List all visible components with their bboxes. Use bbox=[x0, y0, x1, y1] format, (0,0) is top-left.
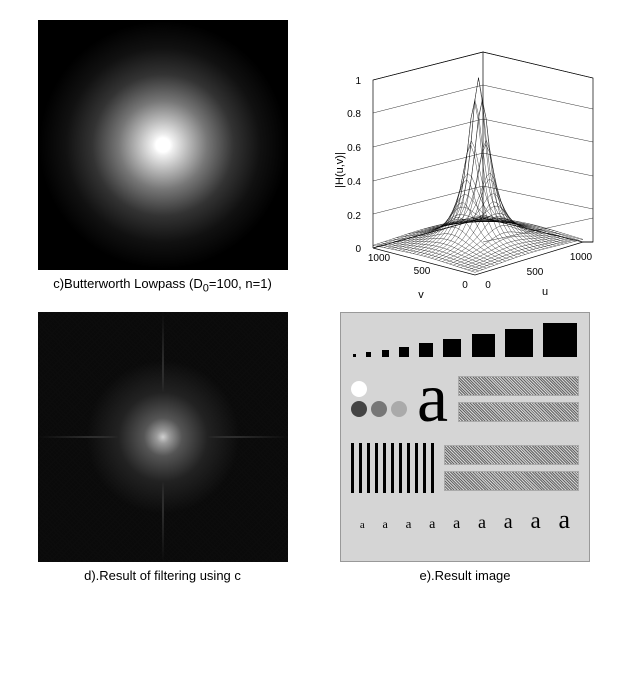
test-pattern-image: a aaaaaaaaa bbox=[340, 312, 590, 562]
small-letter: a bbox=[383, 517, 388, 532]
caption-c-prefix: c)Butterworth Lowpass (D bbox=[53, 276, 203, 291]
ztick-1: 0.2 bbox=[347, 211, 361, 222]
noise-strips-bottom bbox=[444, 445, 579, 491]
middle-row: a bbox=[351, 367, 579, 431]
small-letter: a bbox=[406, 516, 412, 532]
dot bbox=[351, 381, 367, 397]
fft-spectrum-image bbox=[38, 312, 288, 562]
square bbox=[353, 354, 356, 357]
vtick-2: 1000 bbox=[368, 253, 391, 264]
panel-c-caption: c)Butterworth Lowpass (D0=100, n=1) bbox=[53, 276, 272, 295]
filter-center-glow bbox=[38, 20, 288, 270]
surface-plot-3d: 0 0.2 0.4 0.6 0.8 1 bbox=[325, 20, 605, 300]
panel-d-caption: d).Result of filtering using c bbox=[84, 568, 241, 583]
v-tick-labels: 0 500 1000 bbox=[368, 253, 468, 291]
square bbox=[443, 339, 461, 357]
square bbox=[382, 350, 389, 357]
small-letter: a bbox=[360, 519, 365, 531]
noise-strip bbox=[444, 445, 579, 465]
bar bbox=[415, 443, 418, 493]
bar bbox=[431, 443, 434, 493]
square bbox=[472, 334, 495, 357]
dot bbox=[371, 401, 387, 417]
small-letter: a bbox=[429, 517, 435, 533]
butterworth-2d-image bbox=[38, 20, 288, 270]
panel-3d-surface: 0 0.2 0.4 0.6 0.8 1 bbox=[325, 20, 605, 300]
small-letter: a bbox=[530, 508, 540, 534]
utick-1: 500 bbox=[527, 267, 544, 278]
bars-row bbox=[351, 441, 579, 495]
panel-e-caption: e).Result image bbox=[419, 568, 510, 583]
small-letter: a bbox=[504, 511, 513, 534]
bar bbox=[375, 443, 378, 493]
u-tick-labels: 0 500 1000 bbox=[485, 252, 592, 291]
utick-2: 1000 bbox=[570, 252, 593, 263]
bar bbox=[367, 443, 370, 493]
square bbox=[543, 323, 577, 357]
dot bbox=[351, 401, 367, 417]
dots-grid bbox=[351, 381, 407, 417]
small-letters-row: aaaaaaaaa bbox=[351, 505, 579, 535]
small-letter: a bbox=[478, 512, 486, 533]
ztick-5: 1 bbox=[355, 76, 361, 87]
square bbox=[399, 347, 409, 357]
bar bbox=[423, 443, 426, 493]
vtick-0: 0 bbox=[462, 280, 468, 291]
ztick-2: 0.4 bbox=[347, 177, 361, 188]
squares-row bbox=[351, 323, 579, 357]
square bbox=[505, 329, 533, 357]
spectrum-dc-glow bbox=[73, 347, 253, 527]
bar bbox=[351, 443, 354, 493]
z-axis-label: |H(u,v)| bbox=[334, 152, 346, 188]
panel-c-butterworth-filter: c)Butterworth Lowpass (D0=100, n=1) bbox=[30, 20, 295, 300]
ztick-4: 0.8 bbox=[347, 109, 361, 120]
ztick-0: 0 bbox=[355, 244, 361, 255]
large-letter-a: a bbox=[417, 371, 448, 427]
bar bbox=[407, 443, 410, 493]
square bbox=[419, 343, 433, 357]
surface-mesh bbox=[373, 78, 583, 273]
z-tick-labels: 0 0.2 0.4 0.6 0.8 1 bbox=[347, 76, 361, 255]
panel-e-result: a aaaaaaaaa e).Result image bbox=[325, 312, 605, 583]
small-letter: a bbox=[558, 505, 570, 535]
surface-svg: 0 0.2 0.4 0.6 0.8 1 bbox=[325, 20, 605, 300]
bar bbox=[399, 443, 402, 493]
small-letter: a bbox=[453, 515, 460, 533]
utick-0: 0 bbox=[485, 280, 491, 291]
u-axis-label: u bbox=[542, 286, 548, 298]
vtick-1: 500 bbox=[414, 266, 431, 277]
bar bbox=[391, 443, 394, 493]
noise-strips-top bbox=[458, 376, 579, 422]
noise-strip bbox=[458, 376, 579, 396]
panel-d-spectrum: d).Result of filtering using c bbox=[30, 312, 295, 583]
square bbox=[366, 352, 371, 357]
dot bbox=[391, 401, 407, 417]
caption-c-suffix: =100, n=1) bbox=[209, 276, 272, 291]
noise-strip bbox=[444, 471, 579, 491]
v-axis-label: v bbox=[418, 289, 424, 300]
bar bbox=[359, 443, 362, 493]
ztick-3: 0.6 bbox=[347, 143, 361, 154]
vertical-bars bbox=[351, 443, 434, 493]
noise-strip bbox=[458, 402, 579, 422]
bar bbox=[383, 443, 386, 493]
